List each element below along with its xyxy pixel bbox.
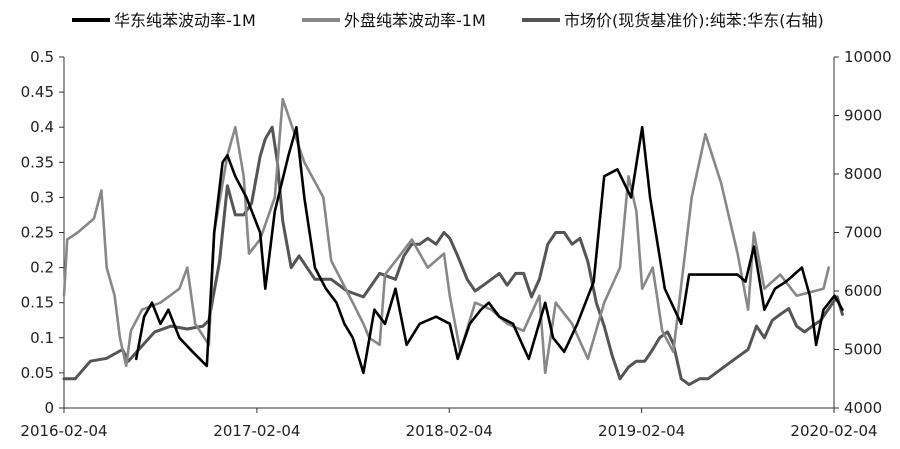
x-tick-label: 2018-02-04 — [406, 422, 493, 440]
right-tick-label: 7000 — [844, 224, 882, 242]
left-tick-label: 0.05 — [21, 364, 54, 382]
right-tick-label: 9000 — [844, 107, 882, 125]
left-tick-label: 0.4 — [30, 118, 54, 136]
left-tick-label: 0.35 — [21, 153, 54, 171]
x-tick-label: 2017-02-04 — [213, 422, 300, 440]
right-y-axis-ticks: 4000 5000 6000 7000 8000 9000 10000 — [834, 48, 892, 417]
series-line-overseas-volatility — [62, 97, 831, 375]
left-y-axis-ticks: 0 0.05 0.1 0.15 0.2 0.25 0.3 0.35 0.4 0.45 0.5 — [21, 48, 64, 417]
series-line-market-price — [62, 125, 844, 387]
left-tick-label: 0.3 — [30, 188, 54, 206]
series-line-east-china-volatility — [134, 125, 844, 375]
right-tick-label: 4000 — [844, 399, 882, 417]
legend-label-east-china-volatility: 华东纯苯波动率-1M — [114, 11, 256, 30]
left-tick-label: 0.1 — [30, 329, 54, 347]
right-tick-label: 6000 — [844, 282, 882, 300]
right-tick-label: 8000 — [844, 165, 882, 183]
left-tick-label: 0.25 — [21, 224, 54, 242]
left-tick-label: 0.15 — [21, 294, 54, 312]
legend-item-east-china-volatility: 华东纯苯波动率-1M — [72, 11, 256, 30]
legend-label-market-price: 市场价(现货基准价):纯苯:华东(右轴) — [564, 11, 824, 30]
x-axis-ticks: 2016-02-04 2017-02-04 2018-02-04 2019-02-04… — [20, 408, 878, 440]
legend-label-overseas-volatility: 外盘纯苯波动率-1M — [344, 11, 486, 30]
right-tick-label: 5000 — [844, 341, 882, 359]
right-tick-label: 10000 — [844, 48, 892, 66]
chart-legend: 华东纯苯波动率-1M 外盘纯苯波动率-1M 市场价(现货基准价):纯苯:华东(右… — [72, 11, 824, 30]
x-tick-label: 2016-02-04 — [20, 422, 107, 440]
x-tick-label: 2019-02-04 — [598, 422, 685, 440]
left-tick-label: 0.2 — [30, 259, 54, 277]
left-tick-label: 0.45 — [21, 83, 54, 101]
left-tick-label: 0 — [44, 399, 54, 417]
legend-item-market-price: 市场价(现货基准价):纯苯:华东(右轴) — [522, 11, 824, 30]
legend-item-overseas-volatility: 外盘纯苯波动率-1M — [302, 11, 486, 30]
series-layer — [62, 97, 844, 387]
x-tick-label: 2020-02-04 — [790, 422, 877, 440]
left-tick-label: 0.5 — [30, 48, 54, 66]
